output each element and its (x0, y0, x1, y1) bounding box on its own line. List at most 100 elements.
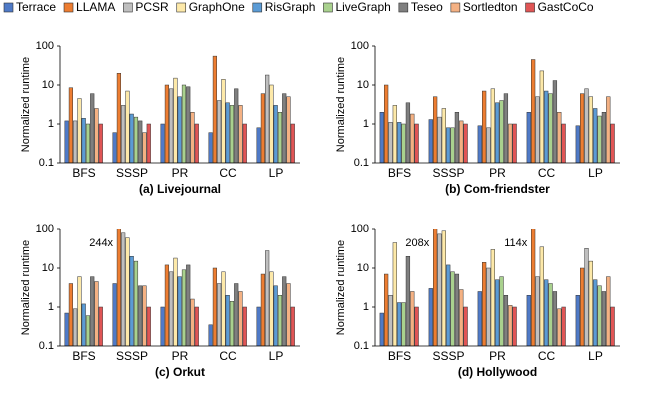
bar (397, 302, 402, 346)
bar (234, 283, 239, 346)
x-tick-label: SSSP (116, 166, 148, 180)
bar (561, 123, 566, 163)
bar (414, 306, 419, 346)
y-tick-label: 100 (36, 223, 54, 235)
bar (512, 123, 517, 163)
bar (495, 279, 500, 346)
bar (410, 113, 415, 163)
bar (588, 260, 593, 346)
bar (495, 102, 500, 163)
bar (133, 260, 139, 346)
bar (535, 276, 540, 346)
bar (539, 246, 544, 346)
bar (548, 283, 553, 346)
bar (73, 120, 78, 163)
chart-title: (b) Com-friendster (445, 182, 550, 196)
bar (125, 90, 130, 163)
bar (186, 264, 191, 346)
x-tick-label: PR (172, 166, 189, 180)
bar (428, 119, 433, 163)
legend-label: Sortledton (463, 0, 518, 14)
bar (401, 123, 406, 163)
bar (129, 256, 134, 346)
x-tick-label: BFS (72, 166, 95, 180)
bar (94, 108, 99, 163)
x-tick-label: BFS (72, 349, 95, 363)
bar (401, 302, 406, 346)
bar (142, 132, 147, 163)
y-tick-label: 10 (42, 79, 54, 91)
bar (552, 291, 558, 346)
bar (405, 256, 411, 346)
legend-swatch (323, 2, 333, 13)
bar (169, 271, 174, 346)
bar (384, 84, 389, 163)
y-axis-label: Normalized runtime (335, 240, 347, 335)
bar (282, 276, 287, 346)
bar (450, 127, 455, 163)
legend-swatch (525, 2, 535, 13)
bar (68, 87, 73, 163)
bar (229, 301, 235, 346)
bar (548, 93, 553, 163)
bars (379, 229, 615, 346)
bar (535, 96, 540, 163)
bar (580, 93, 585, 163)
x-tick-label: CC (219, 349, 237, 363)
bar (73, 308, 78, 346)
legend-label: Teseo (411, 0, 443, 14)
y-axis-label: Normalized runtime (20, 240, 32, 335)
bar (121, 105, 126, 163)
bar (265, 74, 270, 163)
bar (601, 112, 607, 163)
bar (388, 295, 393, 346)
bar (450, 271, 455, 346)
y-tick-label: 10 (357, 79, 369, 91)
bar (597, 285, 602, 346)
bar (463, 123, 468, 163)
bar (477, 291, 482, 346)
bar (77, 98, 82, 163)
bar (544, 279, 549, 346)
bar (133, 116, 139, 163)
bar (441, 230, 446, 346)
bar (164, 264, 169, 346)
bar (273, 285, 278, 346)
bar (597, 115, 602, 163)
bar (112, 283, 117, 346)
bar (194, 123, 199, 163)
bar (68, 283, 73, 346)
bar (557, 308, 562, 346)
bar (454, 273, 460, 346)
bar (290, 306, 295, 346)
bar (482, 90, 487, 163)
bars (64, 229, 295, 346)
bar (94, 281, 99, 346)
bar (610, 123, 615, 163)
bar (379, 112, 384, 163)
bar (531, 59, 536, 163)
bar (392, 242, 397, 346)
x-tick-label: LP (269, 349, 284, 363)
chart-title: (c) Orkut (155, 365, 205, 379)
legend-swatch (176, 2, 187, 13)
bar (181, 84, 187, 163)
bar (446, 264, 451, 346)
bar (238, 105, 243, 163)
bar (441, 108, 446, 163)
y-tick-label: 10 (357, 262, 369, 274)
bar (379, 312, 384, 346)
bar (116, 229, 121, 346)
bar (428, 288, 433, 346)
bar (242, 123, 247, 163)
bar (499, 100, 504, 163)
bar (229, 105, 235, 163)
bar (242, 306, 247, 346)
bar (98, 123, 103, 163)
y-tick-label: 100 (351, 223, 369, 235)
bar (384, 273, 389, 346)
x-tick-label: PR (172, 349, 189, 363)
bar (454, 112, 460, 163)
bar (90, 93, 95, 163)
